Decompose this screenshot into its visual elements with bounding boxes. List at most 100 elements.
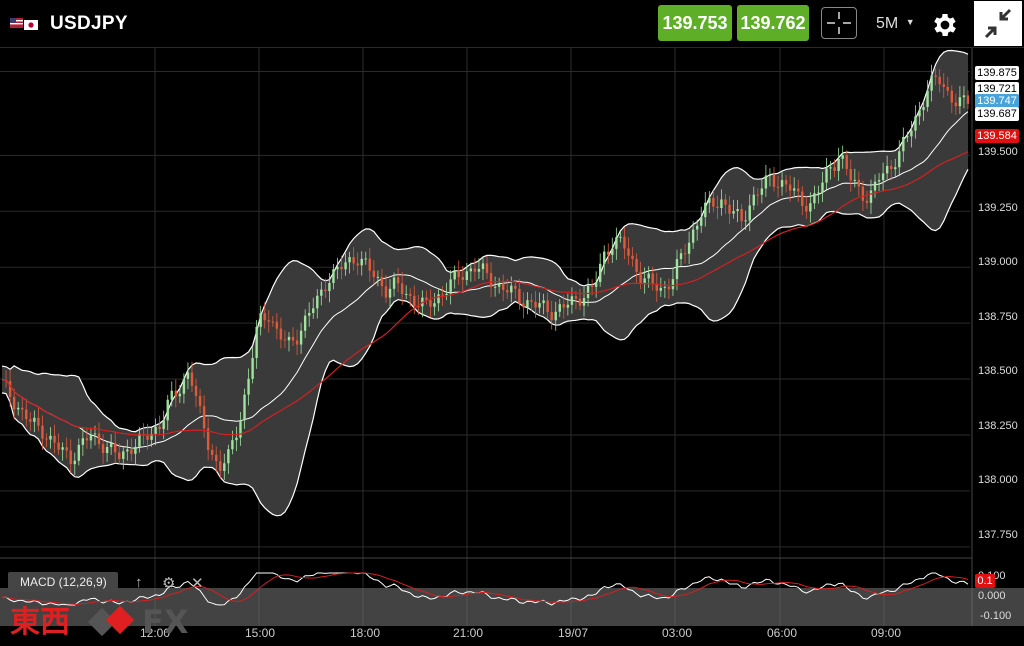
candle-body	[736, 209, 739, 212]
candle-body	[877, 180, 881, 182]
y-tick-label: 137.750	[978, 529, 1018, 541]
candle-body	[206, 428, 210, 450]
candle-body	[392, 277, 396, 289]
candle-body	[316, 295, 319, 309]
candle-body	[45, 438, 48, 440]
candle-body	[752, 194, 755, 206]
candle-body	[336, 266, 339, 270]
candle-body	[433, 303, 436, 307]
candle-body	[469, 268, 473, 272]
bollinger-middle-band	[1, 111, 969, 449]
arrow-up-icon[interactable]: ↑	[135, 574, 143, 591]
candle-body	[788, 184, 792, 191]
candle-body	[845, 155, 848, 169]
candle-body	[849, 168, 852, 181]
candle-body	[594, 282, 598, 287]
candle-body	[885, 165, 889, 174]
candle-body	[615, 237, 618, 249]
candle-body	[570, 296, 574, 305]
candle-body	[324, 289, 327, 292]
candle-body	[902, 136, 905, 152]
candle-body	[889, 165, 893, 170]
candle-body	[312, 308, 315, 313]
y-tick-label: 139.000	[978, 256, 1018, 268]
candle-body	[388, 288, 392, 298]
gear-icon[interactable]: ⚙	[162, 575, 176, 592]
candle-body	[708, 197, 711, 203]
candle-body	[675, 259, 679, 280]
collapse-button[interactable]	[974, 1, 1022, 46]
candle-body	[946, 86, 949, 91]
macd-y-tick: -0.100	[980, 610, 1012, 622]
candle-body	[623, 236, 626, 249]
sell-price-button[interactable]: 139.753	[658, 5, 732, 41]
candle-body	[251, 357, 254, 379]
candle-body	[53, 435, 56, 443]
candle-body	[109, 443, 113, 448]
collapse-icon	[984, 8, 1012, 39]
tozai-fx-logo: 東西 FX	[10, 603, 189, 640]
candle-body	[530, 300, 533, 302]
candle-body	[643, 278, 646, 284]
candle-body	[837, 158, 840, 171]
candle-body	[962, 95, 966, 98]
candle-body	[607, 251, 610, 255]
candle-body	[930, 75, 933, 91]
candle-body	[821, 182, 824, 193]
candle-body	[441, 294, 444, 296]
candle-body	[77, 444, 81, 461]
candle-body	[33, 417, 36, 422]
candle-body	[954, 102, 958, 107]
close-icon[interactable]: ✕	[191, 575, 204, 592]
timeframe-selector[interactable]: 5M ▼	[876, 15, 915, 33]
candle-body	[538, 303, 541, 308]
candle-body	[966, 95, 970, 104]
candle-body	[522, 303, 525, 308]
candle-body	[679, 253, 683, 260]
candle-body	[942, 84, 945, 87]
candle-body	[829, 167, 832, 169]
candle-body	[174, 390, 178, 397]
candle-body	[166, 399, 169, 421]
y-tick-label: 139.500	[978, 146, 1018, 158]
candle-body	[578, 298, 582, 306]
candle-body	[501, 283, 505, 290]
x-tick-label: 15:00	[245, 626, 276, 640]
candle-body	[146, 434, 149, 440]
candle-body	[918, 110, 921, 117]
candle-body	[554, 311, 557, 321]
candle-body	[857, 179, 861, 187]
us-jp-flag-icon	[10, 18, 38, 30]
candle-body	[833, 167, 836, 171]
candle-body	[586, 285, 590, 299]
candle-body	[627, 248, 630, 256]
candle-body	[691, 229, 695, 243]
candle-body	[853, 179, 857, 181]
price-chart[interactable]	[0, 48, 1024, 646]
x-tick-label: 18:00	[350, 626, 381, 640]
ma-price-tag: 139.584	[975, 129, 1019, 143]
candlesticks	[4, 64, 970, 480]
buy-price-button[interactable]: 139.762	[737, 5, 809, 41]
candle-body	[328, 283, 331, 292]
candle-body	[73, 460, 76, 465]
candle-body	[16, 407, 20, 410]
candle-body	[639, 271, 642, 284]
candle-body	[873, 181, 877, 191]
x-tick-label: 21:00	[453, 626, 484, 640]
candle-body	[291, 336, 295, 341]
candle-body	[772, 174, 776, 187]
candle-body	[178, 393, 182, 397]
logo-fx: FX	[142, 603, 189, 640]
crosshair-icon	[827, 12, 851, 34]
candle-body	[465, 271, 469, 280]
candle-body	[473, 268, 477, 272]
macd-indicator-label[interactable]: MACD (12,26,9)	[8, 572, 118, 592]
candle-body	[869, 190, 873, 203]
candle-body	[938, 76, 941, 85]
crosshair-button[interactable]	[821, 7, 857, 39]
candle-body	[186, 372, 190, 379]
candle-body	[235, 437, 238, 441]
candle-body	[526, 300, 529, 308]
gear-icon[interactable]	[930, 10, 960, 40]
